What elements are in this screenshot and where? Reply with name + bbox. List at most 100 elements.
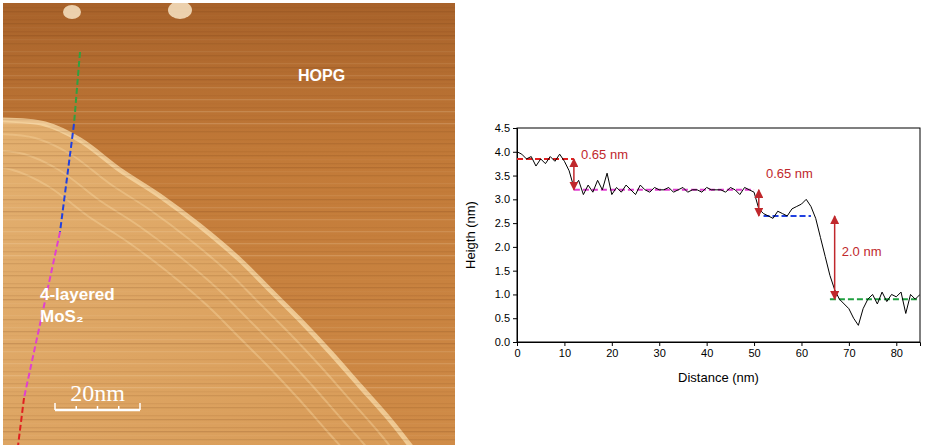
- scan-streak: [3, 431, 455, 432]
- scan-streak: [3, 199, 455, 200]
- scan-streak: [3, 59, 455, 60]
- scan-streak: [3, 331, 455, 332]
- scan-streak: [3, 407, 455, 408]
- y-tick-label: 0.0: [495, 336, 510, 348]
- scan-streak: [3, 207, 455, 208]
- y-tick: 3.0: [495, 193, 517, 205]
- scale-bar-tick: [54, 403, 56, 410]
- plot-marks: [517, 152, 920, 326]
- scan-streak: [3, 235, 455, 236]
- scan-streak: [3, 435, 455, 436]
- y-tick-mark: [513, 176, 517, 177]
- scan-streak: [3, 275, 455, 276]
- step-arrow: [834, 216, 836, 299]
- scan-streak: [3, 271, 455, 272]
- scan-streak: [3, 219, 455, 220]
- scan-streak: [3, 27, 455, 28]
- scan-streak: [3, 95, 455, 96]
- x-tick-label: 30: [654, 347, 666, 359]
- film-label: 4-layeredMoS₂: [40, 285, 115, 326]
- y-tick: 3.5: [495, 170, 517, 182]
- scale-bar-tick: [139, 403, 141, 410]
- scan-streak: [3, 99, 455, 100]
- x-tick: 10: [559, 342, 571, 359]
- scale-bar-tick: [76, 406, 78, 410]
- stm-image: [3, 3, 455, 445]
- scan-streak: [3, 423, 455, 424]
- scan-streak: [3, 339, 455, 340]
- scan-streak: [3, 167, 455, 168]
- scan-streak: [3, 343, 455, 344]
- x-tick: 40: [701, 342, 713, 359]
- y-tick: 2.0: [495, 241, 517, 253]
- scan-streak: [3, 203, 455, 204]
- scan-streak: [3, 247, 455, 248]
- y-tick: 0.5: [495, 312, 517, 324]
- scan-streak: [3, 115, 455, 116]
- scale-bar-tick: [118, 406, 120, 410]
- scan-streak: [3, 211, 455, 212]
- y-tick: 0.0: [495, 336, 517, 348]
- y-axis: 0.00.51.01.52.02.53.03.54.04.5: [495, 122, 518, 348]
- y-axis-title: Heigth (nm): [463, 201, 478, 269]
- scan-streak: [3, 243, 455, 244]
- y-tick-label: 4.0: [495, 146, 510, 158]
- scan-streak: [3, 195, 455, 196]
- adsorbate: [63, 5, 81, 19]
- scan-streak: [3, 227, 455, 228]
- x-tick-label: 80: [891, 347, 903, 359]
- scan-streak: [3, 327, 455, 328]
- y-tick-mark: [513, 271, 517, 272]
- x-tick: 80: [891, 342, 903, 359]
- scan-streak: [3, 139, 455, 140]
- x-tick-label: 60: [796, 347, 808, 359]
- scan-streak: [3, 83, 455, 84]
- x-tick: 50: [748, 342, 760, 359]
- scan-streak: [3, 231, 455, 232]
- scan-streak: [3, 23, 455, 24]
- x-tick: 60: [796, 342, 808, 359]
- scan-streak: [3, 415, 455, 416]
- x-axis-title: Distance (nm): [678, 370, 759, 385]
- step-arrow: [573, 159, 575, 190]
- y-axis-line: [513, 129, 518, 343]
- y-tick-label: 3.0: [495, 193, 510, 205]
- scan-streak: [3, 163, 455, 164]
- profile-path: [18, 398, 24, 445]
- profile-path: [74, 52, 80, 124]
- scan-streak: [3, 103, 455, 104]
- scan-streak: [3, 63, 455, 64]
- scan-streak: [3, 375, 455, 376]
- scan-streak: [3, 111, 455, 112]
- scan-streak: [3, 43, 455, 44]
- scan-streak: [3, 187, 455, 188]
- scan-streak: [3, 123, 455, 124]
- scan-streak: [3, 75, 455, 76]
- figure: HOPG4-layeredMoS₂20nm010203040506070800.…: [0, 0, 925, 448]
- x-tick: 30: [654, 342, 666, 359]
- scan-streak: [3, 439, 455, 440]
- substrate-label: HOPG: [298, 67, 345, 84]
- y-tick: 4.5: [495, 122, 517, 134]
- scan-streak: [3, 175, 455, 176]
- scan-streak: [3, 255, 455, 256]
- terrace-edge: [3, 134, 402, 445]
- x-tick-mark: [801, 342, 802, 346]
- x-tick-label: 40: [701, 347, 713, 359]
- x-tick: 0: [514, 342, 520, 359]
- x-tick-mark: [754, 342, 755, 346]
- x-tick-label: 50: [748, 347, 760, 359]
- y-tick-mark: [513, 247, 517, 248]
- scan-streak: [3, 215, 455, 216]
- scale-bar-label: 20nm: [70, 380, 125, 406]
- y-tick-mark: [513, 294, 517, 295]
- y-tick-label: 1.0: [495, 288, 510, 300]
- y-tick-mark: [513, 342, 517, 343]
- x-tick-mark: [564, 342, 565, 346]
- scan-streak: [3, 87, 455, 88]
- x-tick-label: 70: [843, 347, 855, 359]
- scan-streak: [3, 191, 455, 192]
- scan-streak: [3, 131, 455, 132]
- scan-streak: [3, 371, 455, 372]
- scan-streak: [3, 19, 455, 20]
